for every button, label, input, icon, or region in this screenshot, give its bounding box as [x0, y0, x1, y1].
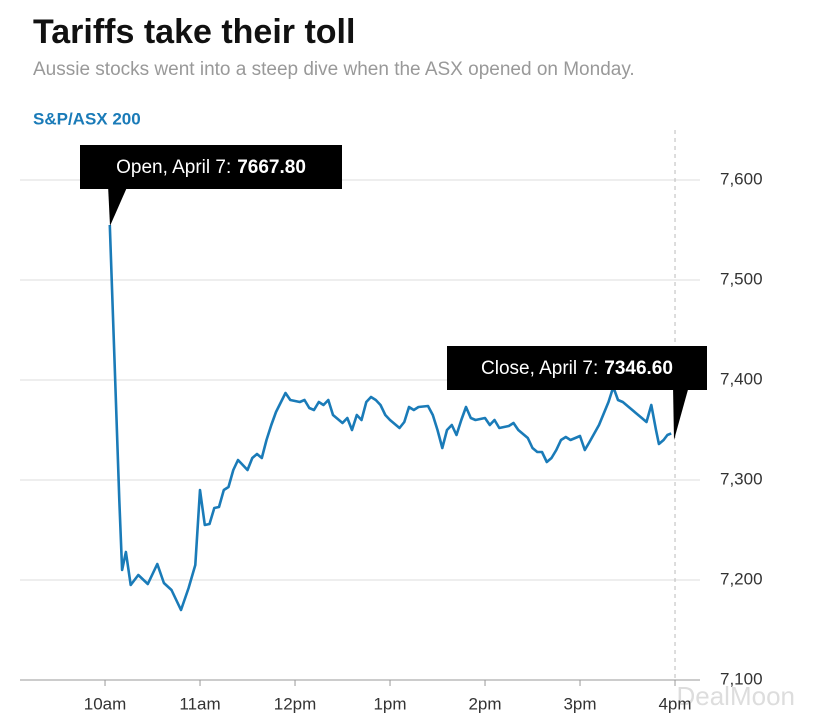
- y-axis-label: S&P/ASX 200: [33, 109, 141, 128]
- x-tick-label: 1pm: [373, 694, 406, 713]
- annotation-label: Close, April 7:: [481, 358, 598, 379]
- x-tick-label: 12pm: [274, 694, 317, 713]
- x-tick-label: 3pm: [563, 694, 596, 713]
- y-tick-label: 7,400: [720, 369, 763, 388]
- y-tick-label: 7,500: [720, 269, 763, 288]
- annotation-label: Open, April 7:: [116, 157, 231, 178]
- annotation-text: Open, April 7: 7667.80: [116, 157, 306, 178]
- y-tick-label: 7,600: [720, 169, 763, 188]
- annotation-box: [447, 346, 707, 390]
- annotation-text: Close, April 7: 7346.60: [481, 358, 673, 379]
- x-tick-label: 10am: [84, 694, 127, 713]
- y-tick-label: 7,100: [720, 669, 763, 688]
- watermark: DealMoon: [676, 681, 795, 711]
- y-tick-label: 7,200: [720, 569, 763, 588]
- annotation-pointer: [108, 185, 128, 226]
- annotation-value: 7346.60: [604, 358, 673, 379]
- annotation: Open, April 7: 7667.80: [80, 145, 342, 226]
- x-tick-label: 11am: [179, 694, 220, 713]
- annotation-box: [80, 145, 342, 189]
- x-tick-label: 2pm: [468, 694, 501, 713]
- chart-title: Tariffs take their toll: [33, 13, 355, 51]
- annotation-value: 7667.80: [237, 157, 306, 178]
- x-tick-label: 4pm: [658, 694, 691, 713]
- y-tick-label: 7,300: [720, 469, 763, 488]
- line: [108, 224, 672, 612]
- annotation: Close, April 7: 7346.60: [447, 346, 707, 440]
- annotation-pointer: [673, 386, 689, 440]
- chart-subtitle: Aussie stocks went into a steep dive whe…: [33, 59, 635, 80]
